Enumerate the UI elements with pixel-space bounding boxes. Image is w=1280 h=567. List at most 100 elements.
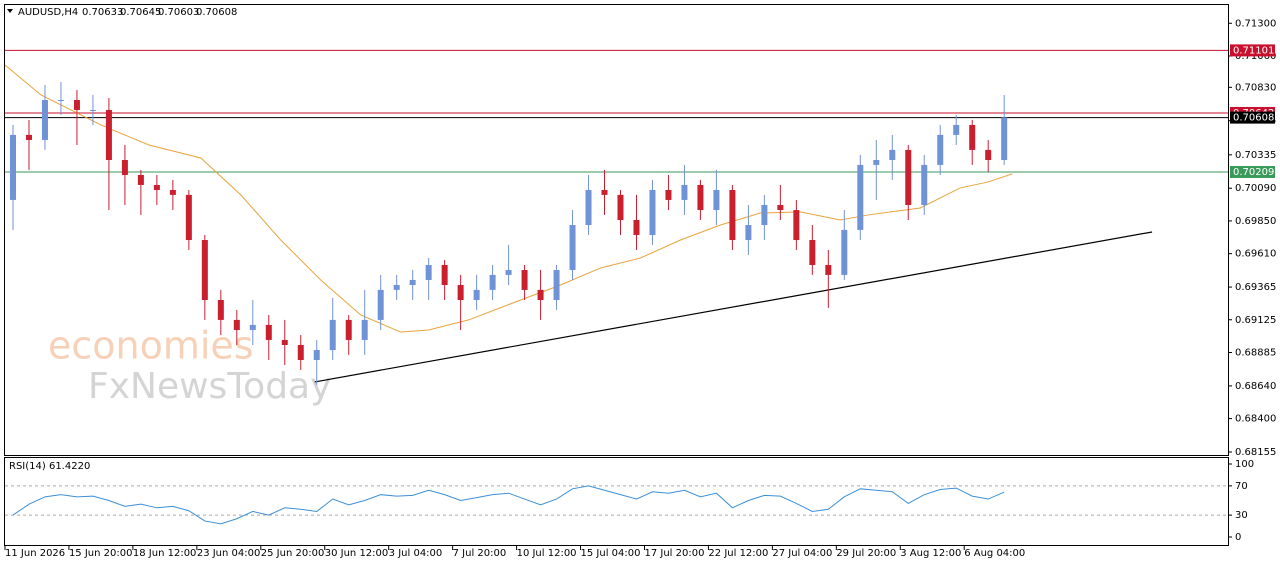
- ohlc-high: 0.70645: [120, 7, 161, 18]
- candle-body: [489, 274, 496, 290]
- x-tick-label: 10 Jul 12:00: [517, 548, 577, 559]
- x-tick-label: 25 Jun 20:00: [261, 548, 325, 559]
- candle-body: [329, 319, 336, 351]
- candle-body: [617, 194, 624, 220]
- level-label-bg: [1230, 165, 1275, 178]
- candle-body: [729, 189, 736, 241]
- candle-body: [41, 100, 48, 140]
- candle-body: [73, 100, 80, 110]
- candle-body: [457, 285, 464, 301]
- y-tick-label: 70: [1235, 481, 1248, 492]
- x-tick-label: 29 Jul 20:00: [836, 548, 896, 559]
- candle-body: [105, 109, 112, 160]
- candle-body: [169, 189, 176, 195]
- candle-body: [121, 159, 128, 175]
- candle-body: [953, 124, 960, 135]
- y-tick-label: 0.69850: [1235, 216, 1276, 227]
- y-tick-label: 0.69610: [1235, 249, 1276, 260]
- y-tick-label: 0.70830: [1235, 82, 1276, 93]
- candle-body: [889, 149, 896, 160]
- candle-body: [377, 289, 384, 320]
- y-tick-label: 0: [1235, 532, 1241, 543]
- candle-body: [665, 189, 672, 200]
- candle-body: [441, 264, 448, 286]
- level-label: 0.70209: [1233, 167, 1274, 178]
- candle-body: [809, 240, 816, 265]
- candle-body: [585, 189, 592, 226]
- candle-body: [233, 319, 240, 330]
- x-tick-label: 30 Jun 12:00: [325, 548, 389, 559]
- x-tick-label: 11 Jun 2026: [5, 548, 65, 559]
- y-tick-label: 100: [1235, 459, 1254, 470]
- symbol: AUDUSD,H4: [18, 7, 78, 18]
- y-tick-label: 0.68400: [1235, 414, 1276, 425]
- rsi-title: RSI(14) 61.4220: [9, 461, 90, 472]
- candle-body: [969, 124, 976, 150]
- rsi-line: [12, 485, 1005, 525]
- candle-body: [393, 285, 400, 290]
- candle-body: [521, 270, 528, 290]
- candle-body: [201, 240, 208, 301]
- x-tick-label: 22 Jul 12:00: [708, 548, 768, 559]
- ohlc-low: 0.70603: [158, 7, 199, 18]
- y-tick-label: 0.68885: [1235, 347, 1276, 358]
- level-label-bg: [1230, 44, 1275, 57]
- candle-body: [89, 109, 96, 111]
- candle-body: [873, 159, 880, 165]
- candle-body: [425, 264, 432, 280]
- x-tick-label: 17 Jul 20:00: [644, 548, 704, 559]
- candle-body: [9, 134, 16, 200]
- candle-body: [153, 184, 160, 190]
- candle-body: [633, 219, 640, 235]
- y-tick-label: 0.71300: [1235, 18, 1276, 29]
- x-tick-label: 6 Aug 04:00: [964, 548, 1025, 559]
- x-tick-label: 3 Jul 04:00: [389, 548, 443, 559]
- rsi-panel: [4, 457, 1229, 546]
- candle-body: [25, 134, 32, 140]
- x-tick-label: 15 Jun 20:00: [69, 548, 133, 559]
- trendline: [314, 231, 1153, 383]
- candle-body: [745, 225, 752, 241]
- x-tick-label: 27 Jul 04:00: [772, 548, 832, 559]
- candle-body: [761, 204, 768, 226]
- price-panel: [4, 4, 1229, 456]
- candle-body: [1001, 117, 1008, 160]
- level-label: 0.71101: [1233, 45, 1274, 56]
- candle-body: [857, 164, 864, 230]
- watermark: economies: [48, 324, 254, 368]
- level-label: 0.70608: [1233, 113, 1274, 124]
- candle-body: [185, 194, 192, 241]
- candle-body: [777, 204, 784, 211]
- menu-arrow[interactable]: [7, 9, 13, 13]
- y-tick-label: 0.68640: [1235, 381, 1276, 392]
- candle-body: [697, 184, 704, 211]
- candle-body: [905, 149, 912, 205]
- candle-body: [601, 189, 608, 195]
- candle-body: [505, 270, 512, 275]
- candle-body: [137, 174, 144, 185]
- candle-body: [825, 264, 832, 275]
- y-tick-label: 0.70090: [1235, 183, 1276, 194]
- candle-body: [713, 189, 720, 211]
- candle-body: [249, 324, 256, 330]
- candle-body: [537, 289, 544, 301]
- candle-body: [265, 324, 272, 340]
- y-tick-label: 0.69365: [1235, 282, 1276, 293]
- x-tick-label: 15 Jul 04:00: [581, 548, 641, 559]
- candle-body: [985, 149, 992, 160]
- candle-body: [937, 134, 944, 165]
- ohlc-open: 0.70633: [82, 7, 123, 18]
- candle-body: [409, 279, 416, 286]
- ohlc-close: 0.70608: [196, 7, 237, 18]
- candle-body: [361, 319, 368, 340]
- watermark: FxNewsToday: [88, 366, 331, 407]
- candle-body: [553, 270, 560, 301]
- candle-body: [217, 300, 224, 320]
- x-tick-label: 3 Aug 12:00: [900, 548, 961, 559]
- candle-body: [921, 164, 928, 205]
- x-tick-label: 23 Jun 04:00: [197, 548, 261, 559]
- x-tick-label: 18 Jun 12:00: [133, 548, 197, 559]
- candle-body: [649, 189, 656, 235]
- y-tick-label: 0.69125: [1235, 315, 1276, 326]
